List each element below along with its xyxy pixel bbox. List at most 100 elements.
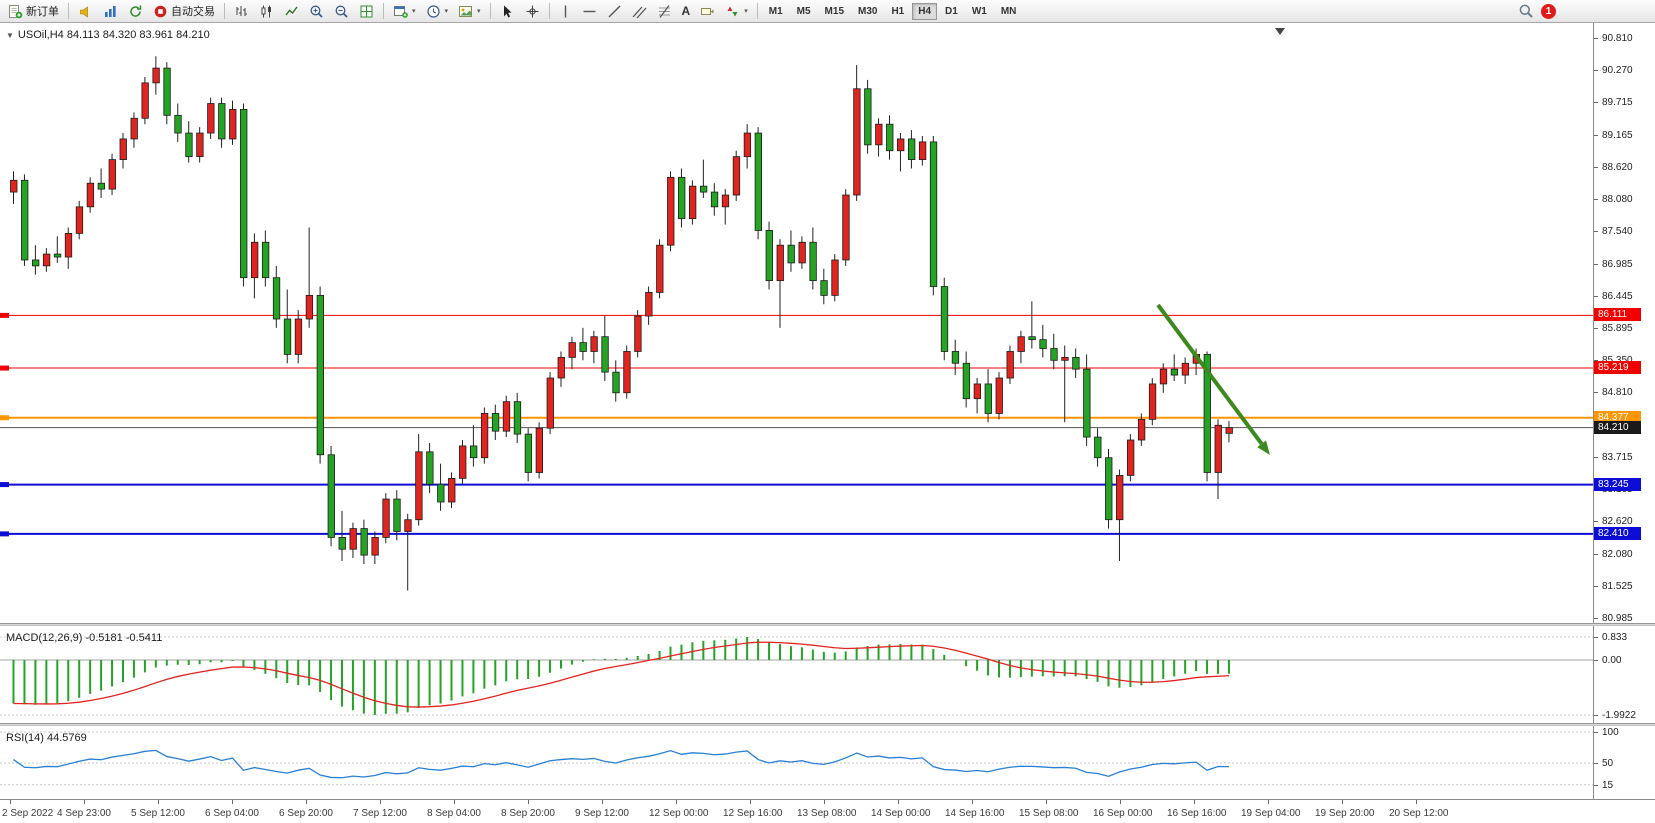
candle-body [305, 294, 314, 320]
refresh-button[interactable] [123, 2, 148, 21]
rsi-chart[interactable] [0, 726, 1593, 799]
toolbar-separator [68, 3, 69, 19]
tile-windows-icon [360, 5, 373, 17]
candle-body [524, 433, 533, 473]
macd-chart[interactable] [0, 626, 1593, 723]
macd-scale-tick [1594, 660, 1598, 661]
candle-body [250, 241, 259, 279]
label-tool-button[interactable] [695, 2, 720, 21]
pane-splitter[interactable] [0, 723, 1655, 726]
new-chart-button[interactable]: ▾ [388, 2, 421, 21]
autotrading-button[interactable]: 自动交易 [148, 2, 220, 21]
templates-button[interactable]: ▾ [453, 2, 486, 21]
candlestick-chart-button[interactable] [254, 2, 279, 21]
pane-splitter[interactable] [0, 623, 1655, 626]
x-axis-tick [10, 800, 11, 804]
new-order-button[interactable]: 新订单 [3, 2, 64, 21]
bar-chart-button[interactable] [229, 2, 254, 21]
x-axis-label: 12 Sep 16:00 [723, 808, 783, 819]
timeframe-h4[interactable]: H4 [912, 2, 938, 20]
time-scale[interactable]: 2 Sep 2022 4 Sep 23:00 5 Sep 12:00 6 Sep 04… [0, 799, 1655, 823]
trendline-button[interactable] [602, 2, 627, 21]
price-line-handle[interactable] [0, 312, 9, 318]
chevron-down-icon: ▾ [444, 8, 449, 15]
price-line-handle[interactable] [0, 365, 9, 371]
price-line-handle[interactable] [0, 531, 9, 537]
y-axis-label: 83.715 [1602, 451, 1633, 463]
main-chart-pane[interactable]: ▼ USOil,H4 84.113 84.320 83.961 84.210 [0, 23, 1593, 623]
price-line-handle[interactable] [0, 415, 9, 421]
vertical-line-button[interactable] [554, 2, 577, 21]
x-axis-label: 8 Sep 04:00 [427, 808, 481, 819]
chart-shift-marker[interactable] [1275, 28, 1285, 35]
cursor-button[interactable] [495, 2, 520, 21]
crosshair-button[interactable] [520, 2, 545, 21]
candle-body [765, 230, 773, 282]
price-line-handle[interactable] [0, 482, 9, 488]
candle-body [1083, 368, 1091, 438]
candle-body [820, 280, 828, 296]
text-tool-button[interactable]: A [677, 2, 696, 21]
autotrading-label: 自动交易 [171, 6, 215, 18]
label-tool-icon [701, 7, 714, 15]
y-axis-tick [1594, 295, 1598, 297]
timeframe-w1[interactable]: W1 [966, 3, 993, 20]
x-axis-label: 15 Sep 08:00 [1019, 808, 1079, 819]
channel-button[interactable] [627, 2, 652, 21]
candlestick-chart[interactable] [0, 23, 1593, 623]
trend-arrow[interactable] [1156, 303, 1264, 445]
y-axis-label: 89.165 [1602, 129, 1633, 141]
candle-body [908, 138, 916, 161]
zoom-in-button[interactable] [304, 2, 329, 21]
candle-body [1137, 418, 1146, 441]
candle-body [1039, 339, 1047, 349]
macd-pane[interactable]: MACD(12,26,9) -0.5181 -0.5411 [0, 626, 1593, 723]
y-axis-tick [1594, 456, 1598, 458]
x-axis-label: 12 Sep 00:00 [649, 808, 709, 819]
trend-arrow-head[interactable] [1257, 440, 1270, 455]
candle-body [568, 342, 576, 358]
line-chart-icon [285, 6, 298, 15]
rsi-pane[interactable]: RSI(14) 44.5769 [0, 726, 1593, 799]
price-scale[interactable]: 90.810 90.270 89.715 89.165 88.620 88.080 87.5… [1593, 23, 1655, 799]
candle-body [185, 132, 193, 158]
tile-windows-button[interactable] [354, 2, 379, 21]
arrows-tool-button[interactable]: ▾ [720, 2, 753, 21]
x-axis-tick [676, 800, 677, 804]
chart-dropdown-icon[interactable]: ▼ [6, 31, 14, 40]
y-axis-label: 87.540 [1602, 226, 1633, 238]
search-icon[interactable] [1518, 3, 1534, 19]
y-axis-tick [1594, 166, 1598, 168]
timeframe-d1[interactable]: D1 [939, 3, 964, 20]
y-axis-tick [1594, 134, 1598, 136]
notification-badge[interactable]: 1 [1541, 3, 1556, 19]
timeframe-mn[interactable]: MN [995, 3, 1023, 20]
candle-body [1148, 383, 1157, 420]
rsi-label: RSI(14) 44.5769 [6, 732, 87, 744]
horizontal-line-button[interactable] [577, 2, 602, 21]
candle-body [886, 123, 894, 152]
candle-body [1181, 362, 1190, 376]
market-depth-button[interactable] [98, 2, 123, 21]
timeframe-m1[interactable]: M1 [763, 3, 789, 20]
candle-body [951, 351, 960, 364]
arrows-tool-icon [727, 6, 738, 16]
y-axis-tick [1594, 585, 1598, 587]
timeframe-m30[interactable]: M30 [852, 3, 883, 20]
timeframe-h1[interactable]: H1 [885, 3, 910, 20]
fibonacci-button[interactable] [652, 2, 677, 21]
candle-body [469, 445, 478, 459]
x-axis-label: 8 Sep 20:00 [501, 808, 555, 819]
timeframe-m15[interactable]: M15 [819, 3, 850, 20]
y-axis-tick [1594, 102, 1598, 104]
candle-body [294, 318, 303, 355]
line-chart-button[interactable] [279, 2, 304, 21]
x-axis-tick [898, 800, 899, 804]
alerts-button[interactable] [73, 2, 98, 21]
x-axis-tick [1416, 800, 1417, 804]
timeframe-m5[interactable]: M5 [791, 3, 817, 20]
candle-body [634, 315, 642, 352]
periods-button[interactable]: ▾ [421, 2, 454, 21]
chevron-down-icon: ▾ [477, 8, 481, 15]
zoom-out-button[interactable] [329, 2, 354, 21]
